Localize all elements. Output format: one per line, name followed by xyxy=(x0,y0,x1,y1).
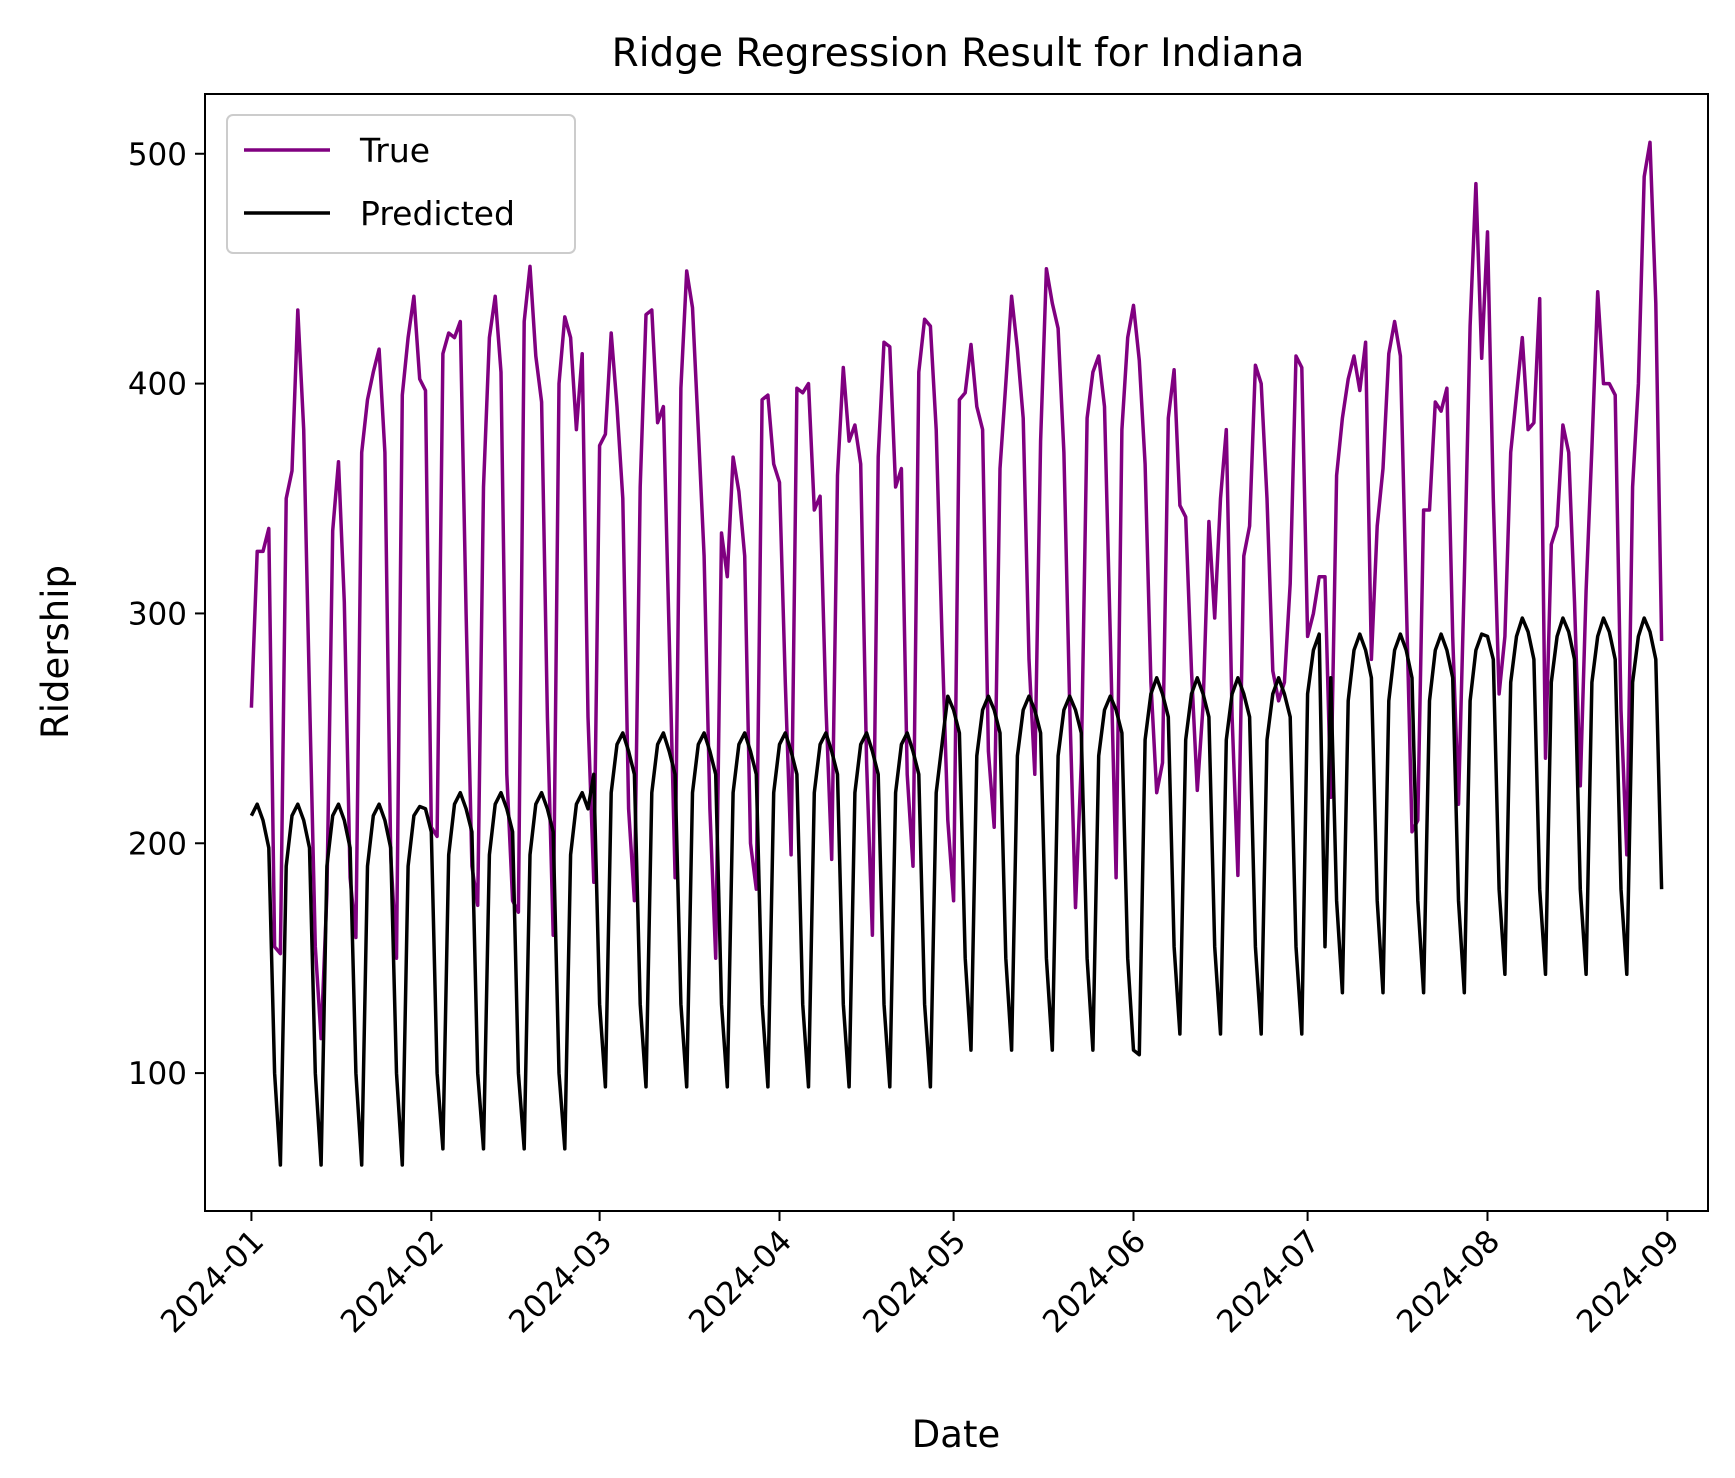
chart-title: Ridge Regression Result for Indiana xyxy=(612,31,1305,76)
plot-area xyxy=(249,140,1664,1167)
legend-label-predicted: Predicted xyxy=(360,194,515,233)
x-axis-title: Date xyxy=(912,1413,1000,1456)
y-axis-title: Ridership xyxy=(34,565,77,739)
plot-frame xyxy=(204,93,1709,1212)
y-tick-label: 300 xyxy=(128,596,187,632)
y-tick-label: 200 xyxy=(128,826,187,862)
series-line-predicted xyxy=(249,616,1664,1167)
series-line-true xyxy=(249,140,1664,1041)
legend: True Predicted xyxy=(226,114,576,254)
legend-label-true: True xyxy=(359,131,430,170)
y-tick-label: 400 xyxy=(128,367,187,403)
y-tick-label: 100 xyxy=(128,1056,187,1092)
y-tick-label: 500 xyxy=(128,137,187,173)
